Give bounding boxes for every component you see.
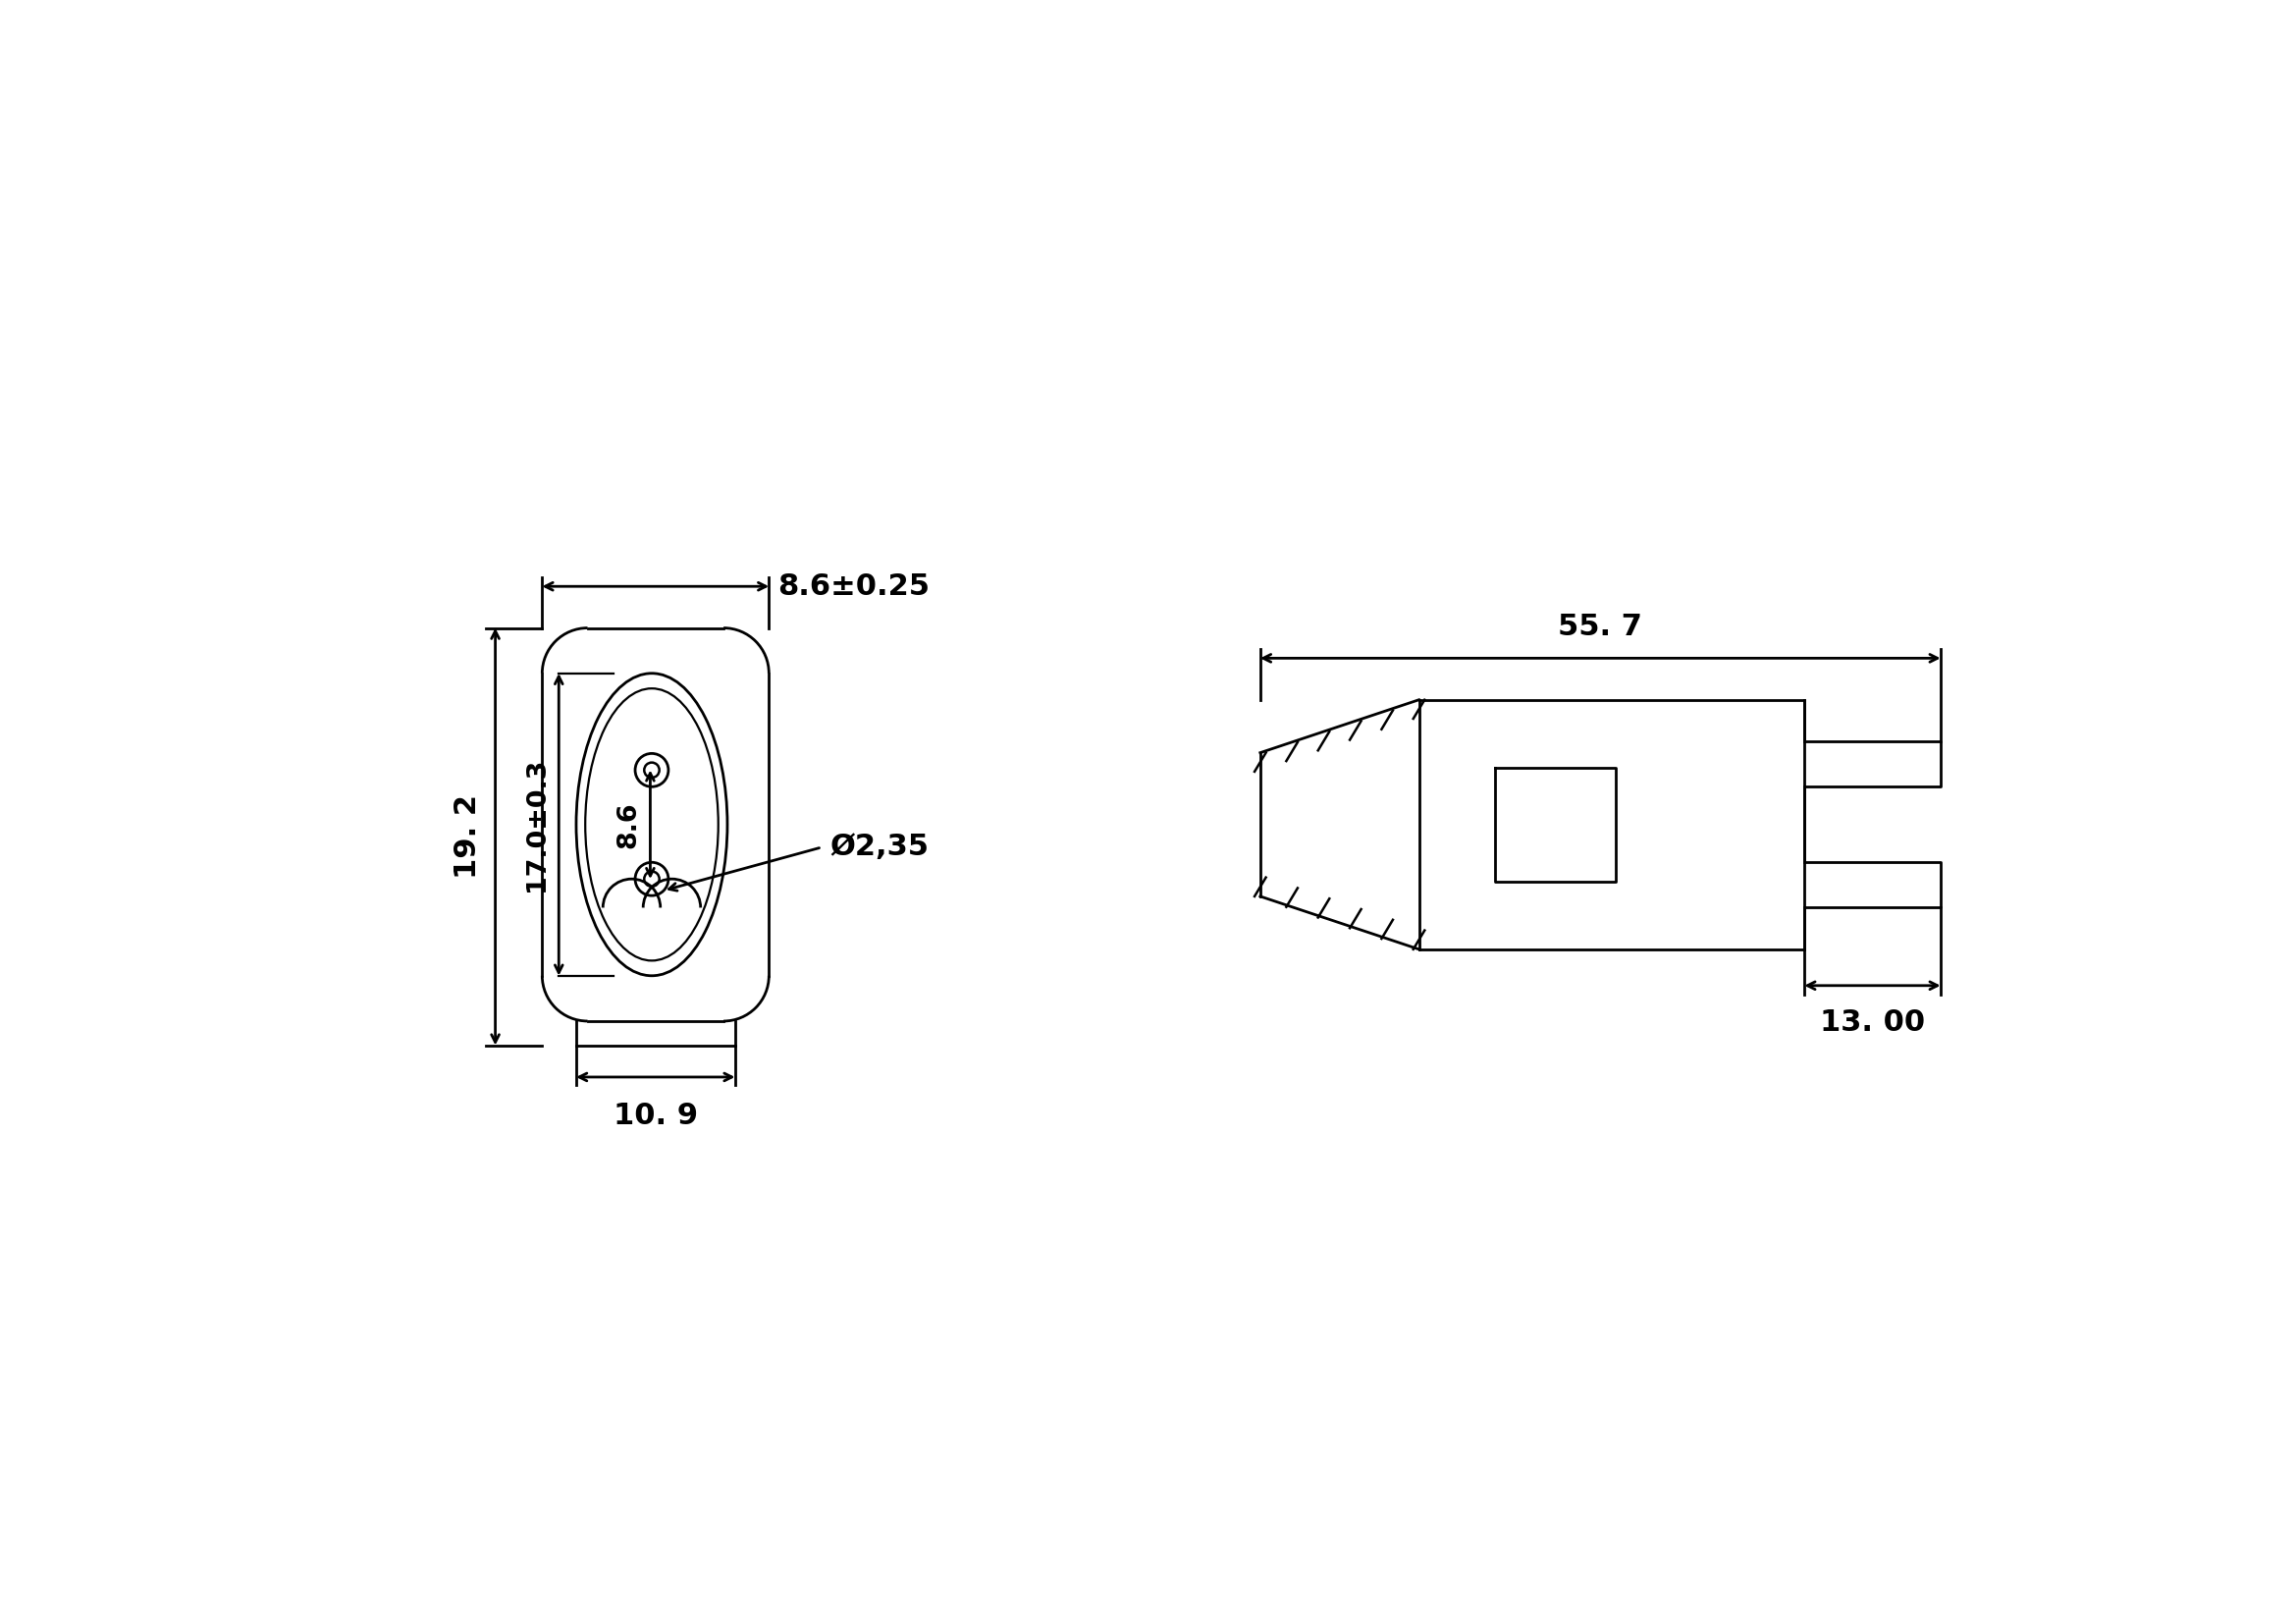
Text: 17.0±0.3: 17.0±0.3 (523, 758, 549, 891)
Text: Ø2,35: Ø2,35 (829, 833, 928, 862)
Text: 8.6: 8.6 (615, 802, 641, 847)
Text: 8.6±0.25: 8.6±0.25 (778, 573, 930, 601)
Text: 55. 7: 55. 7 (1559, 613, 1642, 641)
Text: 19. 2: 19. 2 (452, 794, 482, 878)
Text: 10. 9: 10. 9 (613, 1102, 698, 1130)
Text: 13. 00: 13. 00 (1821, 1008, 1924, 1037)
